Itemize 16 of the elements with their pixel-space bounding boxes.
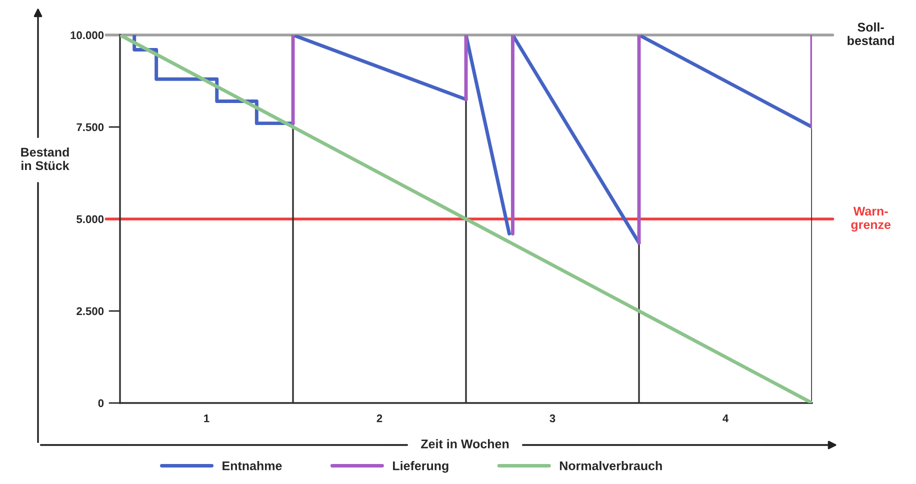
- y-tick-label: 10.000: [70, 31, 104, 40]
- y-axis-title: Bestand in Stück: [21, 147, 70, 170]
- y-tick-label: 7.500: [76, 123, 104, 132]
- ref-line-label: Warn- grenze: [851, 206, 891, 232]
- legend-label: Normalverbrauch: [560, 461, 662, 470]
- y-tick-label: 0: [98, 399, 104, 408]
- x-tick-label: 1: [204, 414, 210, 422]
- x-tick-label: 4: [722, 414, 729, 422]
- y-tick-label: 2.500: [76, 307, 104, 316]
- ref-line-label: Soll- bestand: [848, 22, 894, 46]
- x-tick-label: 3: [550, 414, 556, 422]
- legend-label: Lieferung: [393, 461, 448, 473]
- y-tick-label: 5.000: [76, 215, 104, 224]
- x-axis-title: Zeit in Wochen: [421, 439, 509, 448]
- legend-label: Entnahme: [222, 461, 282, 470]
- x-tick-label: 2: [376, 414, 382, 422]
